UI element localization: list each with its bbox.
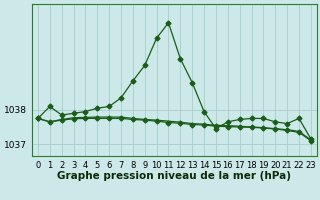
X-axis label: Graphe pression niveau de la mer (hPa): Graphe pression niveau de la mer (hPa) — [57, 171, 292, 181]
